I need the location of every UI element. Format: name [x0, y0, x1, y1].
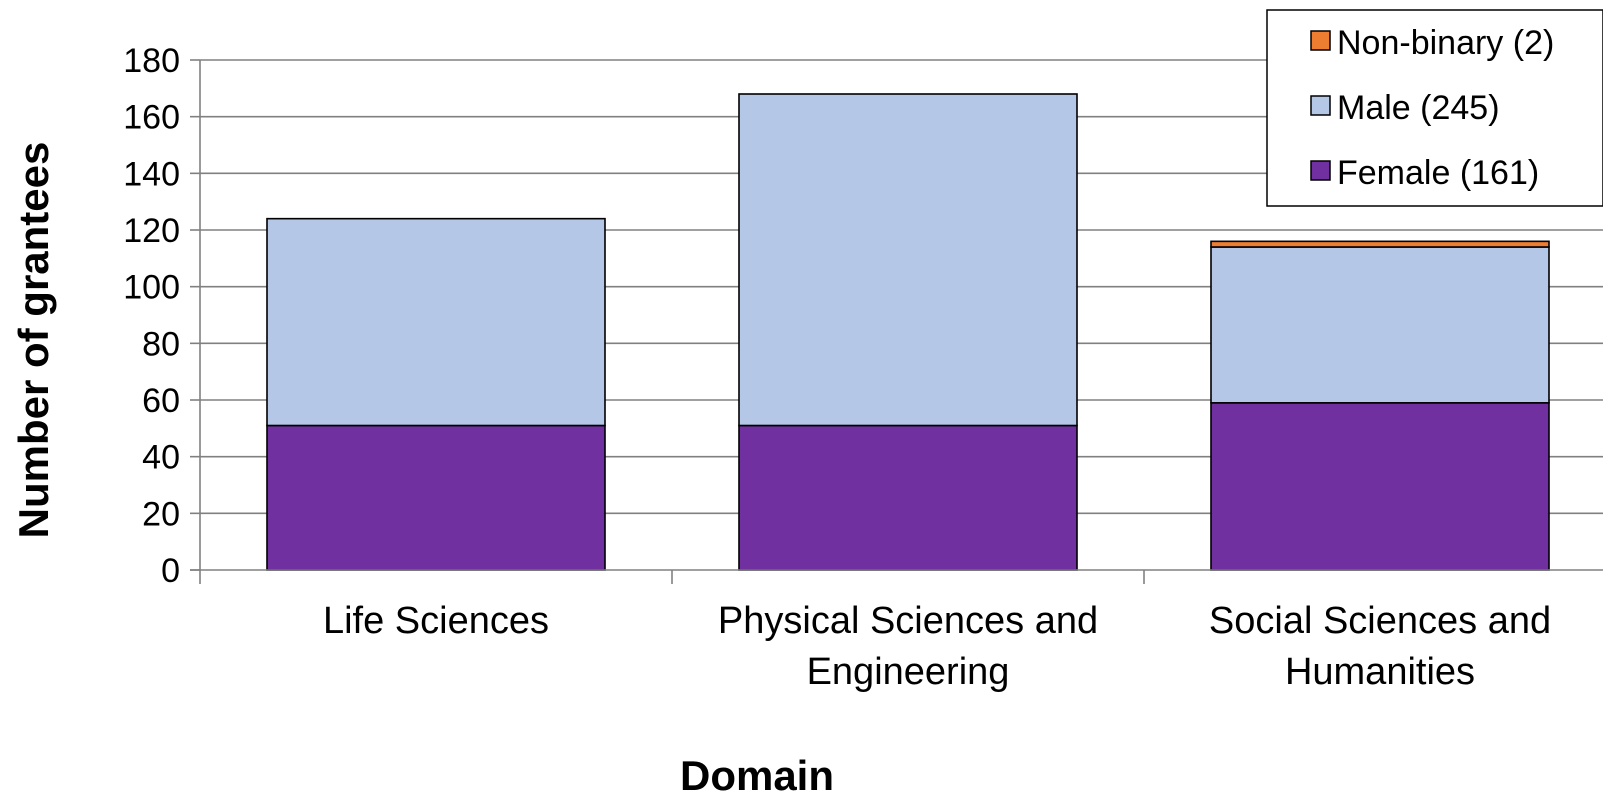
- x-category-label: Life Sciences: [323, 600, 549, 642]
- legend-swatch: [1310, 30, 1331, 51]
- bar-segment: [266, 217, 606, 427]
- x-category-label: Social Sciences and: [1209, 600, 1551, 642]
- y-tick-label: 100: [123, 269, 180, 307]
- y-tick-label: 140: [123, 155, 180, 193]
- bar-segment: [266, 424, 606, 571]
- y-tick-label: 80: [142, 325, 180, 363]
- x-category-label: Physical Sciences and: [718, 600, 1098, 642]
- axes: [190, 59, 1603, 584]
- x-category-label: Humanities: [1285, 651, 1475, 693]
- x-category-label: Engineering: [807, 651, 1010, 693]
- legend-label: Female (161): [1337, 154, 1539, 192]
- y-tick-label: 180: [123, 42, 180, 80]
- y-tick-label: 20: [142, 495, 180, 533]
- y-tick-label: 160: [123, 99, 180, 137]
- legend-swatch: [1310, 160, 1331, 181]
- bars: [266, 93, 1550, 571]
- y-tick-label: 120: [123, 212, 180, 250]
- y-tick-label: 0: [161, 552, 180, 590]
- y-tick-label: 40: [142, 439, 180, 477]
- y-axis-title: Number of grantees: [10, 142, 57, 539]
- legend-swatch: [1310, 95, 1331, 116]
- x-axis-title: Domain: [680, 752, 834, 799]
- bar-segment: [1210, 240, 1550, 248]
- bar-segment: [1210, 246, 1550, 404]
- bar-segment: [738, 93, 1078, 427]
- legend-label: Male (245): [1337, 89, 1500, 127]
- legend-label: Non-binary (2): [1337, 24, 1554, 62]
- legend: Non-binary (2) Male (245) Female (161): [1266, 9, 1603, 207]
- labels: 0 20 40 60 80 100 120 140 160 180 Life Sciences Phy…: [123, 42, 1551, 693]
- bar-segment: [738, 424, 1078, 571]
- y-tick-label: 60: [142, 382, 180, 420]
- bar-segment: [1210, 402, 1550, 571]
